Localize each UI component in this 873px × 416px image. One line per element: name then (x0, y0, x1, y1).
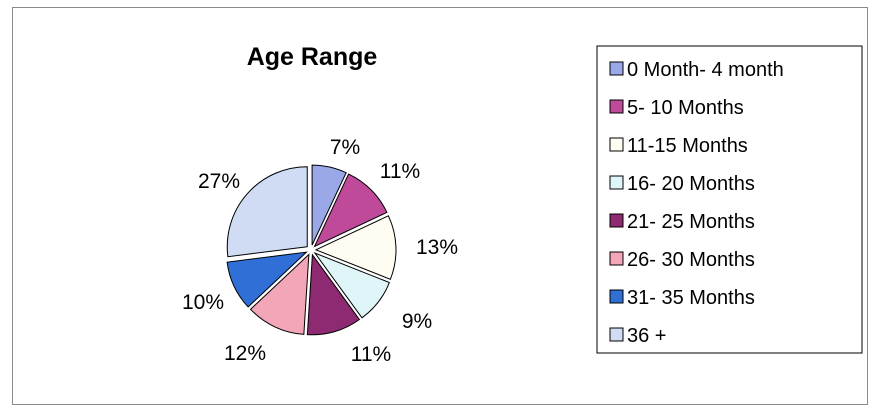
legend-label: 31- 35 Months (627, 287, 755, 309)
pie-slice-5 (306, 253, 361, 336)
pie-percent-label: 12% (224, 342, 266, 365)
legend-swatch (609, 99, 624, 114)
legend: 0 Month- 4 month 5- 10 Months 11-15 Months… (596, 45, 863, 354)
legend-swatch (609, 327, 624, 342)
pie-slice-4 (313, 251, 390, 319)
legend-label: 5- 10 Months (627, 97, 744, 119)
pie-percent-label: 7% (330, 136, 360, 159)
legend-swatch (609, 137, 624, 152)
legend-swatch (609, 251, 624, 266)
pie-percent-labels: 7% 11% 13% 9% 11% 12% 10% 27% (182, 136, 458, 366)
pie-percent-label: 27% (198, 170, 240, 193)
pie-slice-3 (314, 215, 397, 280)
legend-swatch (609, 213, 624, 228)
legend-label: 11-15 Months (627, 135, 748, 157)
legend-label: 0 Month- 4 month (627, 59, 784, 81)
pie-slice-1 (311, 164, 347, 246)
pie-percent-label: 9% (402, 310, 432, 333)
pie-percent-label: 11% (380, 160, 420, 183)
pie-slice-7 (226, 251, 308, 308)
pie-percent-label: 13% (416, 236, 458, 259)
pie-slices (226, 164, 397, 336)
pie-percent-label: 11% (351, 343, 391, 366)
legend-label: 26- 30 Months (627, 249, 755, 271)
pie-percent-label: 10% (182, 291, 224, 314)
pie-slice-2 (313, 173, 388, 248)
legend-swatch (609, 289, 624, 304)
pie-slice-6 (249, 253, 310, 335)
pie-chart: Age Range 7% 11% 13% 9% 11% 12% 10% 27% 0 Month… (182, 43, 863, 366)
legend-swatch (609, 175, 624, 190)
pie-slice-8 (226, 166, 308, 258)
chart-title: Age Range (247, 43, 378, 71)
legend-label: 16- 20 Months (627, 173, 755, 195)
legend-label: 21- 25 Months (627, 211, 755, 233)
chart-frame: Age Range 7% 11% 13% 9% 11% 12% 10% 27% 0 Month… (12, 7, 868, 405)
legend-label: 36 + (627, 325, 666, 347)
legend-swatch (609, 61, 624, 76)
legend-box (596, 45, 863, 354)
